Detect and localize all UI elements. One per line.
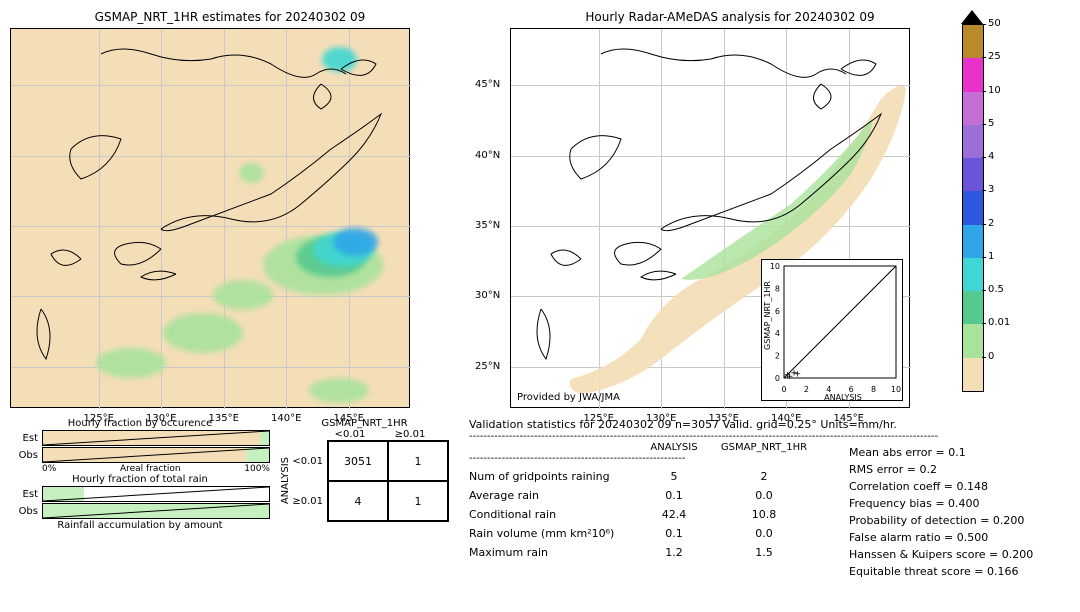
hourly-bars-block: Hourly fraction by occurenceEstObs0%Area… (10, 418, 270, 578)
svg-text:2: 2 (775, 352, 780, 361)
svg-text:8: 8 (775, 284, 780, 293)
colorbar: 00.010.512345102550 (962, 10, 1010, 408)
svg-text:2: 2 (804, 385, 809, 394)
validation-stats: Validation statistics for 20240302 09 n=… (469, 418, 1033, 578)
contingency-table: GSMAP_NRT_1HR<0.01≥0.01ANALYSIS<0.01≥0.0… (280, 418, 449, 578)
svg-text:GSMAP_NRT_1HR: GSMAP_NRT_1HR (763, 281, 772, 350)
right-map: 125°E130°E135°E140°E145°E25°N30°N35°N40°… (510, 28, 910, 408)
left-map: 125°E130°E135°E140°E145°E25°N30°N35°N40°… (10, 28, 410, 408)
svg-text:10: 10 (770, 262, 780, 271)
svg-text:10: 10 (891, 385, 901, 394)
svg-text:8: 8 (871, 385, 876, 394)
right-map-title: Hourly Radar-AMeDAS analysis for 2024030… (510, 10, 950, 24)
svg-text:4: 4 (775, 329, 780, 338)
left-map-panel: GSMAP_NRT_1HR estimates for 20240302 09 … (10, 10, 450, 408)
svg-text:0: 0 (775, 374, 780, 383)
svg-text:6: 6 (775, 307, 780, 316)
provided-label: Provided by JWA/JMA (517, 392, 620, 403)
left-map-title: GSMAP_NRT_1HR estimates for 20240302 09 (10, 10, 450, 24)
svg-text:+: + (794, 370, 802, 380)
inset-scatter: 00224466881010++++ANALYSISGSMAP_NRT_1HR (761, 259, 903, 401)
svg-text:ANALYSIS: ANALYSIS (824, 393, 862, 400)
right-map-panel: Hourly Radar-AMeDAS analysis for 2024030… (510, 10, 950, 408)
svg-text:0: 0 (781, 385, 786, 394)
